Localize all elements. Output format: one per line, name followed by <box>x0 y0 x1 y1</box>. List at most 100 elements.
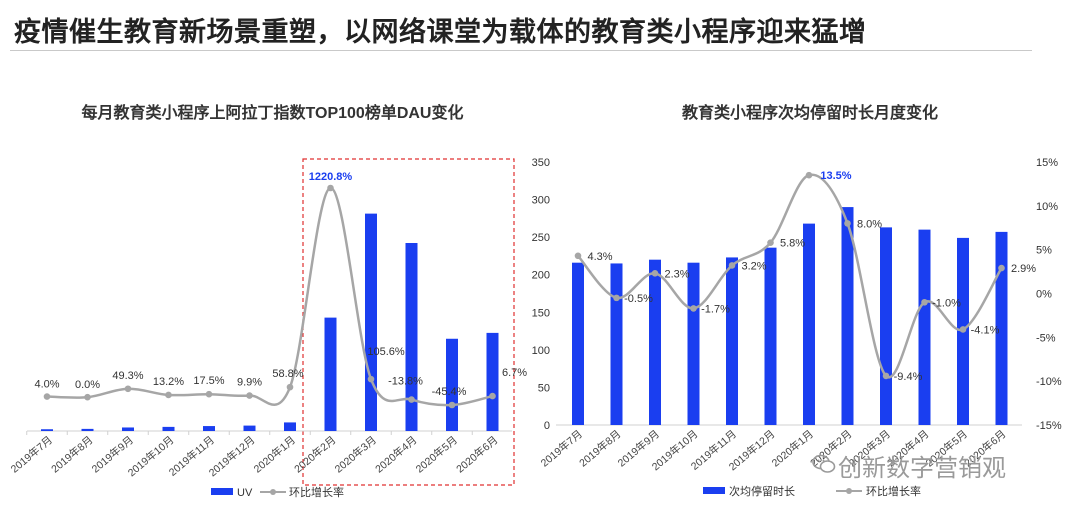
chart1-x-label: 2020年2月 <box>292 433 339 475</box>
chart1-uv-bar <box>243 425 256 431</box>
chart1-data-label: 105.6% <box>367 346 405 358</box>
chart1-data-label: 6.7% <box>502 367 527 379</box>
chart1-x-label: 2020年1月 <box>251 433 298 475</box>
chart2-data-label: -1.7% <box>701 303 730 315</box>
chart2-y2-tick: -15% <box>1036 420 1062 432</box>
chart2-y2-tick: -5% <box>1036 332 1056 344</box>
chart2-data-label: 5.8% <box>780 238 805 250</box>
chart2-data-label: 4.3% <box>587 251 612 263</box>
chart1-growth-point <box>124 385 132 393</box>
chart2-growth-line <box>577 173 1003 379</box>
chart2-duration-bar <box>918 229 931 425</box>
chart2-duration-bar <box>803 223 815 425</box>
watermark: 创新数字营销观 <box>838 455 1006 482</box>
chart1-legend-growth-label: 环比增长率 <box>289 485 344 499</box>
chart2-growth-point <box>998 264 1005 272</box>
chart1-growth-point <box>165 391 172 399</box>
chart2-data-label: 8.0% <box>857 218 882 230</box>
chart1-uv-bar <box>365 213 377 431</box>
chart2-duration-bar <box>687 262 700 425</box>
chart2-y-tick: 350 <box>532 157 550 169</box>
chart1-growth-point <box>367 375 375 383</box>
chart2-duration-bar <box>995 231 1008 425</box>
page-title: 疫情催生教育新场景重塑，以网络课堂为载体的教育类小程序迎来猛增 <box>14 17 867 47</box>
chart1-growth-point <box>84 393 91 401</box>
chart2-duration-bar <box>649 259 661 425</box>
chart1-growth-point <box>286 383 294 391</box>
chart1-growth-point <box>408 396 415 403</box>
chart1-data-label: 49.3% <box>112 370 143 382</box>
chart2-growth-point <box>959 326 967 333</box>
chart1-x-label: 2019年8月 <box>49 433 96 475</box>
chart2-data-label: 13.5% <box>820 170 851 182</box>
chart2-data-label: -0.5% <box>624 293 653 305</box>
chart2-x-label: 2019年8月 <box>577 427 624 469</box>
chart2-y-tick: 150 <box>532 307 550 319</box>
chart2-growth-point <box>921 298 928 306</box>
chart2-x-label: 2020年1月 <box>769 427 816 469</box>
chart1-uv-bar <box>405 243 418 431</box>
chart2-duration-bar <box>726 257 738 425</box>
chart2-legend-growth-marker <box>846 488 852 494</box>
chart1-uv-bar <box>324 317 337 431</box>
wechat-icon <box>812 454 836 473</box>
chart1-data-label: 1220.8% <box>309 171 353 183</box>
chart1-uv-bar <box>446 338 458 431</box>
chart1-growth-point <box>205 390 213 398</box>
chart2-growth-point <box>651 270 659 277</box>
chart2-data-label: 2.9% <box>1011 263 1036 275</box>
chart2-y-tick: 0 <box>544 420 550 432</box>
chart1-growth-point <box>43 393 51 400</box>
chart2-data-label: -1.0% <box>932 297 961 309</box>
chart1-uv-bar <box>486 332 499 431</box>
chart2-y-tick: 100 <box>532 345 550 357</box>
chart1-uv-bar <box>162 426 175 431</box>
chart1-growth-point <box>489 392 496 400</box>
chart1-growth-point <box>448 401 456 409</box>
chart2-growth-point <box>805 171 813 179</box>
chart2-growth-point <box>844 220 851 227</box>
chart1-x-label: 2020年4月 <box>373 433 420 475</box>
chart1-growth-point <box>246 392 253 399</box>
chart2-duration-bar <box>610 263 623 425</box>
chart1-x-label: 2019年7月 <box>8 433 55 475</box>
title-divider <box>10 50 1032 51</box>
chart2-duration-bar <box>880 227 892 425</box>
chart2-data-label: -9.4% <box>894 371 923 383</box>
chart1-legend-growth-marker <box>270 489 276 495</box>
chart2-growth-point <box>882 372 890 380</box>
chart2-y-tick: 250 <box>532 232 550 244</box>
chart1-uv-bar <box>284 422 296 431</box>
chart2-data-label: 3.2% <box>741 260 766 272</box>
chart2-y-tick: 300 <box>532 195 550 207</box>
chart1-data-label: -45.4% <box>432 386 467 398</box>
chart1-data-label: -13.8% <box>388 376 423 388</box>
chart1-x-label: 2020年5月 <box>413 433 460 475</box>
chart2-growth-point <box>690 305 697 312</box>
chart1-x-label: 2020年6月 <box>454 433 501 475</box>
chart1-uv-bar <box>203 426 215 431</box>
chart2-y2-tick: 15% <box>1036 157 1058 169</box>
chart1-legend-uv-label: UV <box>237 487 253 499</box>
chart1-data-label: 0.0% <box>75 379 100 391</box>
chart2-legend-growth-label: 环比增长率 <box>866 484 921 498</box>
chart1-growth-point <box>327 184 334 192</box>
chart2-y2-tick: 5% <box>1036 245 1052 257</box>
chart1-data-label: 17.5% <box>193 375 224 387</box>
chart2-y2-tick: 0% <box>1036 289 1052 301</box>
chart2-data-label: 2.3% <box>664 268 689 280</box>
chart1-data-label: 58.8% <box>272 368 303 380</box>
chart1-uv-bar <box>41 429 53 431</box>
chart2-data-label: -4.1% <box>971 324 1000 336</box>
chart1-title: 每月教育类小程序上阿拉丁指数TOP100榜单DAU变化 <box>81 105 464 122</box>
chart1-x-label: 2020年3月 <box>332 433 379 475</box>
chart2-growth-point <box>613 294 620 302</box>
chart2-legend-duration-label: 次均停留时长 <box>729 484 795 498</box>
chart1-uv-bar <box>122 427 134 431</box>
chart1-data-label: 4.0% <box>34 379 59 391</box>
chart2-y2-tick: -10% <box>1036 376 1062 388</box>
chart2-growth-point <box>574 252 582 260</box>
chart2-duration-bar <box>764 247 777 425</box>
chart2-y2-tick: 10% <box>1036 201 1058 213</box>
